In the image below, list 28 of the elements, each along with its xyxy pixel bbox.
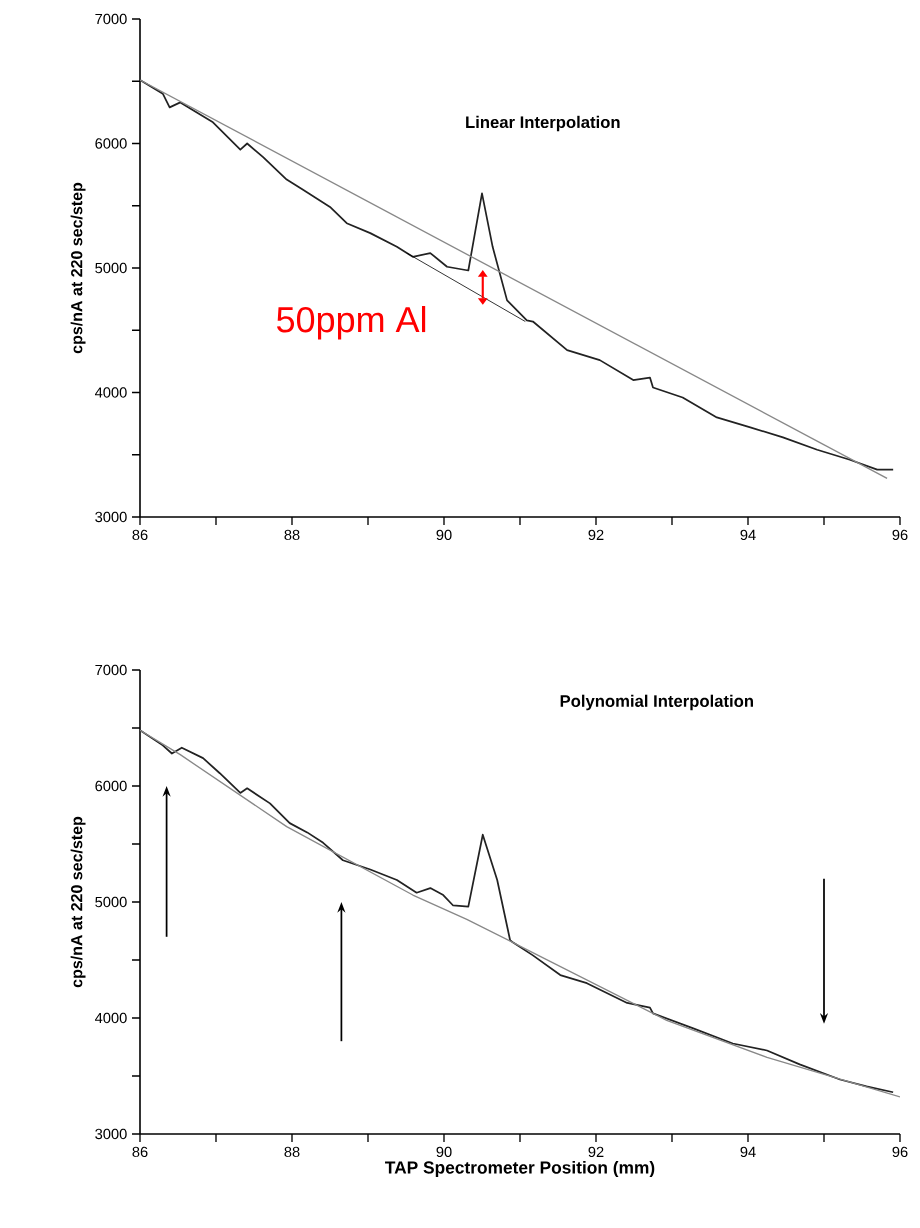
x-tick-label: 90 — [436, 529, 452, 541]
x-tick-label: 94 — [740, 529, 756, 541]
y-axis-title: cps/nA at 220 sec/step — [70, 816, 86, 988]
annotation: 50ppm Al — [276, 305, 426, 340]
y-tick-label: 5000 — [95, 262, 127, 274]
text: Linear Interpolation — [466, 115, 620, 132]
y-tick-label: 3000 — [95, 511, 127, 523]
text: Polynomial Interpolation — [560, 694, 753, 711]
y-axis-title: cps/nA at 220 sec/step — [70, 182, 86, 354]
y-tick-label: 3000 — [95, 1128, 127, 1140]
y-tick-label: 6000 — [95, 138, 127, 149]
y-tick-label: 5000 — [95, 896, 127, 908]
y-tick-label: 7000 — [95, 13, 127, 25]
y-tick-label: 4000 — [94, 387, 127, 398]
y-tick-label: 6000 — [95, 780, 127, 792]
x-tick-label: 96 — [892, 1146, 908, 1158]
x-tick-label: 92 — [588, 529, 604, 541]
x-tick-label: 90 — [436, 1146, 452, 1158]
x-axis-title: TAP Spectrometer Position (mm) — [385, 1160, 655, 1178]
x-tick-label: 88 — [284, 1146, 300, 1158]
x-tick-label: 96 — [892, 529, 908, 541]
y-tick-label: 7000 — [95, 664, 127, 676]
x-tick-label: 92 — [588, 1146, 604, 1158]
x-tick-label: 86 — [132, 1146, 148, 1158]
y-tick-label: 4000 — [94, 1012, 127, 1024]
x-tick-label: 86 — [132, 529, 148, 541]
x-tick-label: 94 — [740, 1146, 756, 1158]
x-tick-label: 88 — [284, 529, 300, 541]
